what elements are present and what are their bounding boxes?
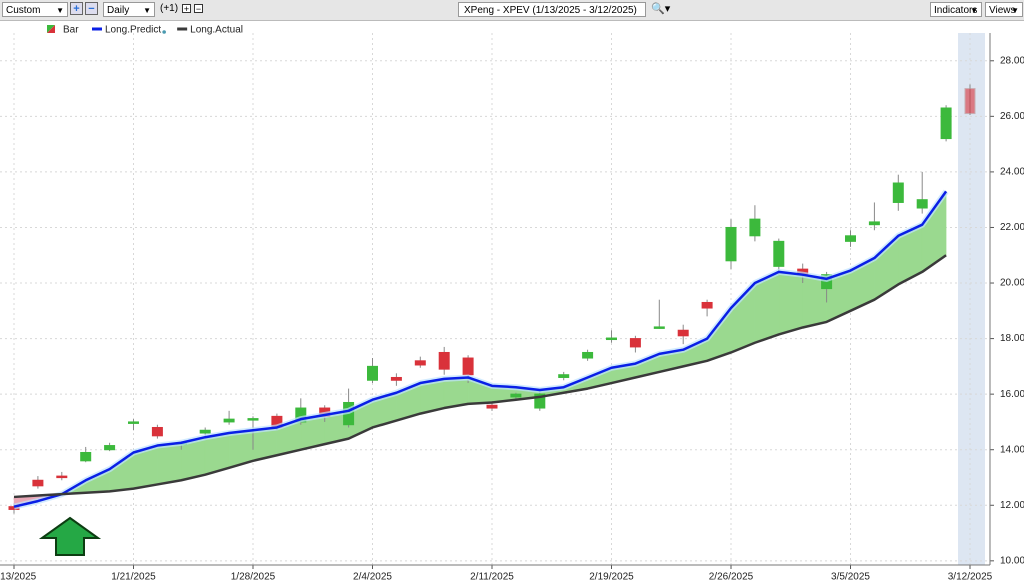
up-arrow (38, 516, 102, 556)
interval-text: Daily (107, 5, 130, 16)
fill-between (778, 271, 803, 335)
candle-body (510, 393, 522, 398)
series-line (13, 254, 947, 499)
indicators-text: Indicators (934, 5, 978, 16)
x-tick-label: 2/4/2025 (353, 572, 392, 583)
candle-body (629, 338, 641, 348)
period-select[interactable]: Custom ▼ (2, 2, 68, 17)
candle-body (486, 404, 498, 409)
candle-body (151, 426, 163, 437)
candle-body (773, 240, 785, 267)
x-tick-label: 2/11/2025 (470, 572, 514, 583)
candle-body (414, 360, 426, 366)
y-tick-label: 12.00 (1000, 500, 1024, 511)
chart-title: XPeng - XPEV (1/13/2025 - 3/12/2025) (464, 5, 637, 16)
y-tick-label: 18.00 (1000, 333, 1024, 344)
x-tick-label: 2/26/2025 (709, 572, 754, 583)
candle-body (223, 418, 235, 423)
x-tick-label: 1/28/2025 (231, 572, 276, 583)
candle-body (964, 88, 976, 115)
search-icon[interactable]: 🔍▾ (651, 3, 671, 15)
candle-body (845, 235, 856, 242)
interval-select[interactable]: Daily ▼ (103, 2, 155, 17)
offset-plus[interactable]: + (182, 4, 191, 14)
y-tick-label: 14.00 (1000, 444, 1024, 455)
y-tick-label: 22.00 (1000, 222, 1024, 233)
offset-minus[interactable]: − (194, 4, 203, 14)
x-tick-label: 2/19/2025 (589, 572, 634, 583)
candle-body (749, 218, 761, 237)
candle-body (725, 226, 737, 262)
candle-body (653, 326, 665, 329)
fill-between (157, 442, 182, 485)
candle-body (701, 301, 713, 309)
x-tick-label: 1/13/2025 (0, 572, 37, 583)
symbol-box[interactable]: XPeng - XPEV (1/13/2025 - 3/12/2025) (458, 2, 646, 17)
candle-body (32, 479, 44, 487)
legend-bar-icon-down (47, 25, 55, 33)
legend-label: Bar (63, 25, 79, 36)
y-tick-label: 24.00 (1000, 167, 1024, 178)
candle-body (367, 365, 378, 381)
offset: (+1) (160, 3, 179, 14)
y-tick-label: 16.00 (1000, 389, 1024, 400)
y-tick-label: 10.00 (1000, 555, 1024, 566)
x-tick-label: 3/12/2025 (948, 572, 993, 583)
candle-body (80, 451, 92, 462)
candle-body (104, 445, 116, 451)
zoom-in[interactable]: + (70, 2, 83, 15)
candle-body (247, 418, 259, 421)
candle-body (868, 221, 880, 226)
candle-body (199, 429, 211, 434)
toolbar: Custom ▼ + − Daily ▼ (+1) + − XPeng - XPEV… (0, 0, 1024, 21)
period-text: Custom (6, 5, 41, 16)
candle-body (606, 337, 617, 341)
views-text: Views (989, 5, 1016, 16)
x-tick-label: 1/21/2025 (111, 572, 156, 583)
y-tick-label: 26.00 (1000, 111, 1024, 122)
candle-body (582, 351, 594, 359)
last-bar-highlight (958, 33, 985, 565)
candle-body (558, 374, 570, 378)
legend-label: Long.Predict (105, 25, 161, 36)
views-button[interactable]: Views ▼ (985, 2, 1023, 17)
y-tick-label: 20.00 (1000, 278, 1024, 289)
legend-dot (162, 30, 166, 34)
candle-body (677, 329, 689, 337)
candle-body (892, 182, 904, 203)
zoom-out[interactable]: − (85, 2, 98, 15)
candle-body (462, 357, 474, 376)
legend-label: Long.Actual (190, 25, 243, 36)
indicators-button[interactable]: Indicators ▼ (930, 2, 982, 17)
series-line (13, 190, 948, 508)
candle-body (534, 393, 546, 409)
candle-body (438, 351, 450, 370)
x-tick-label: 3/5/2025 (831, 572, 870, 583)
candle-body (390, 376, 402, 381)
candle-body (940, 107, 952, 140)
candle-body (56, 475, 68, 479)
candle-body (128, 421, 139, 424)
legend: Bar Long.Predict Long.Actual (47, 25, 243, 36)
y-tick-label: 28.00 (1000, 55, 1024, 66)
candle-body (916, 199, 928, 209)
